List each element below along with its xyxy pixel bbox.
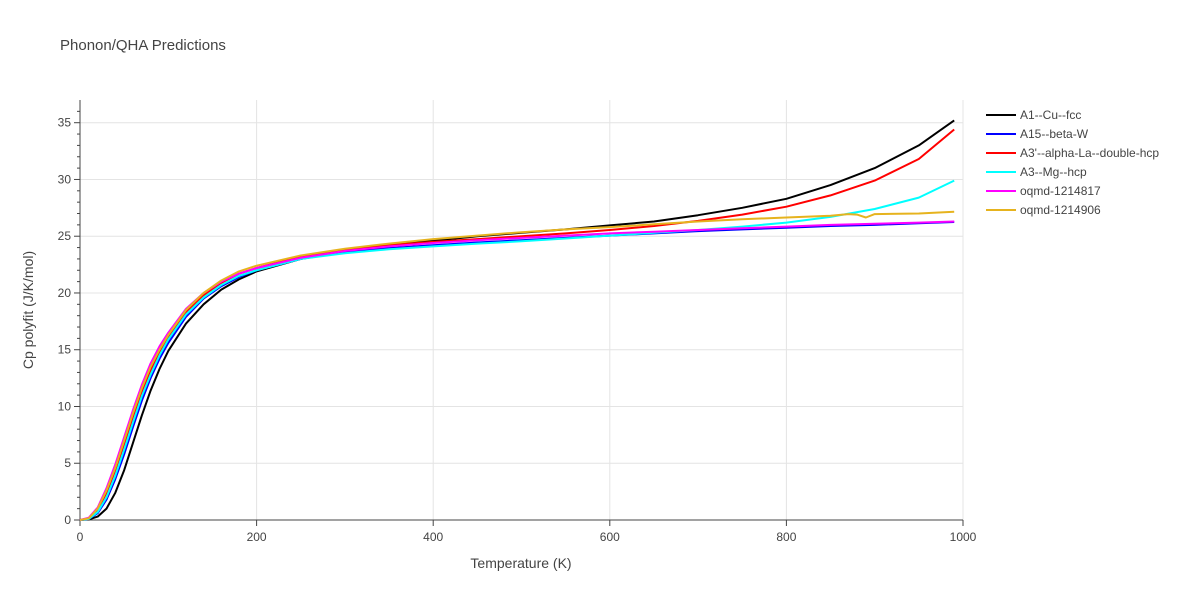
y-tick-label: 15 [58, 343, 72, 357]
x-tick-label: 1000 [950, 530, 977, 544]
y-tick-label: 0 [64, 513, 71, 527]
y-axis-title: Cp polyfit (J/K/mol) [20, 251, 36, 369]
x-tick-label: 200 [247, 530, 267, 544]
chart-title: Phonon/QHA Predictions [60, 37, 226, 54]
y-tick-label: 35 [58, 116, 72, 130]
legend[interactable]: A1--Cu--fcc A15--beta-W A3'--alpha-La--dou… [986, 108, 1159, 217]
x-tick-label: 0 [77, 530, 84, 544]
plot-area [79, 119, 955, 521]
gridlines [80, 100, 964, 520]
y-tick-label: 5 [64, 456, 71, 470]
y-tick-label: 30 [58, 172, 72, 186]
y-tick-label: 20 [58, 286, 72, 300]
series-line-4 [79, 220, 955, 521]
x-tick-label: 400 [423, 530, 443, 544]
legend-label-3[interactable]: A3--Mg--hcp [1020, 165, 1087, 179]
y-tick-labels: 0 5 10 15 20 25 30 35 [58, 116, 72, 527]
y-tick-label: 25 [58, 229, 72, 243]
legend-label-4[interactable]: oqmd-1214817 [1020, 184, 1101, 198]
series-line-3 [79, 179, 955, 521]
y-tick-label: 10 [58, 399, 72, 413]
x-tick-label: 800 [776, 530, 796, 544]
x-tick-labels: 0 200 400 600 800 1000 [77, 530, 977, 544]
legend-label-2[interactable]: A3'--alpha-La--double-hcp [1020, 146, 1159, 160]
legend-label-1[interactable]: A15--beta-W [1020, 127, 1089, 141]
legend-label-5[interactable]: oqmd-1214906 [1020, 203, 1101, 217]
x-tick-label: 600 [600, 530, 620, 544]
axes [74, 100, 964, 526]
series-line-5 [79, 210, 955, 521]
legend-label-0[interactable]: A1--Cu--fcc [1020, 108, 1081, 122]
x-axis-title: Temperature (K) [470, 555, 571, 571]
